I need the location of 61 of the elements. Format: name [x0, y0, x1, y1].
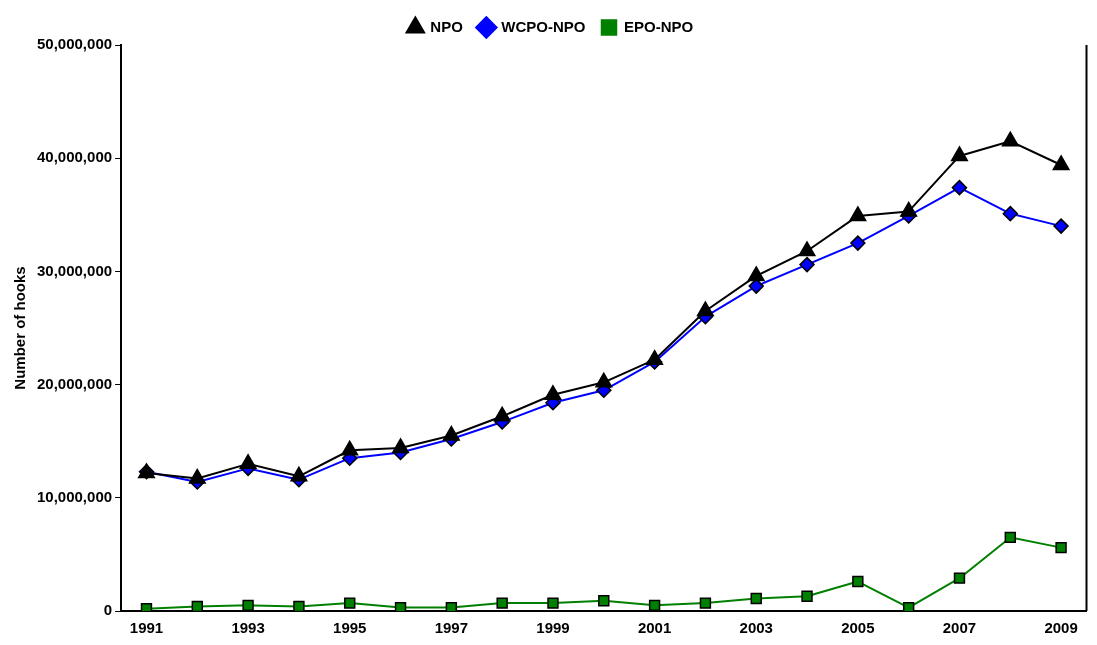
x-tick-label: 1991 — [129, 619, 164, 637]
point — [1004, 531, 1016, 544]
point — [953, 572, 966, 584]
point — [547, 597, 559, 609]
point — [239, 454, 257, 470]
legend-label: EPO-NPO — [624, 17, 694, 35]
point — [242, 599, 254, 611]
point — [699, 597, 712, 609]
x-tick-label: 2005 — [841, 619, 875, 637]
point — [341, 440, 359, 456]
point — [900, 201, 918, 217]
point — [598, 595, 610, 607]
point — [595, 372, 613, 388]
point — [394, 601, 407, 611]
point — [188, 468, 206, 484]
y-tick-label: 0 — [103, 601, 113, 619]
point — [799, 256, 815, 273]
point — [544, 385, 562, 401]
point — [850, 235, 866, 251]
point — [648, 599, 661, 611]
point — [496, 597, 508, 609]
point — [1052, 155, 1070, 171]
point — [798, 241, 816, 257]
y-tick-label: 10,000,000 — [37, 487, 113, 505]
point — [293, 600, 305, 611]
x-tick-label: 2007 — [942, 619, 977, 637]
point — [747, 266, 765, 282]
point — [696, 301, 714, 317]
legend-label: NPO — [430, 17, 464, 35]
x-tick-label: 1999 — [536, 619, 570, 637]
x-tick-label: 1995 — [333, 619, 367, 637]
legend-label: WCPO-NPO — [501, 17, 586, 35]
point — [392, 438, 410, 454]
point — [1002, 205, 1019, 222]
point — [646, 349, 664, 365]
point — [445, 601, 458, 611]
point — [849, 206, 867, 222]
point — [801, 590, 813, 602]
point — [950, 146, 969, 162]
point — [1001, 131, 1019, 147]
y-axis-title: Number of hooks — [11, 266, 29, 390]
x-tick-label: 2003 — [739, 619, 773, 637]
point — [852, 575, 864, 588]
x-tick-label: 1997 — [434, 619, 469, 637]
y-tick-label: 20,000,000 — [37, 374, 113, 392]
x-tick-label: 1993 — [231, 619, 265, 637]
point — [1053, 218, 1069, 234]
x-tick-label: 2009 — [1044, 619, 1078, 637]
point — [442, 425, 460, 441]
point — [191, 600, 203, 611]
y-tick-label: 50,000,000 — [37, 35, 113, 53]
x-tick-label: 2001 — [637, 619, 672, 637]
point — [344, 597, 356, 609]
point — [1055, 541, 1067, 554]
point — [951, 179, 968, 196]
point — [750, 592, 762, 605]
y-tick-label: 30,000,000 — [37, 261, 113, 279]
point — [902, 601, 915, 611]
y-tick-label: 40,000,000 — [37, 148, 113, 166]
point — [290, 466, 308, 482]
point — [493, 406, 511, 422]
